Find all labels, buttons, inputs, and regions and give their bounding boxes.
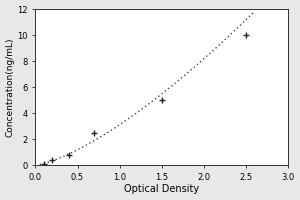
Y-axis label: Concentration(ng/mL): Concentration(ng/mL) (6, 37, 15, 137)
X-axis label: Optical Density: Optical Density (124, 184, 199, 194)
